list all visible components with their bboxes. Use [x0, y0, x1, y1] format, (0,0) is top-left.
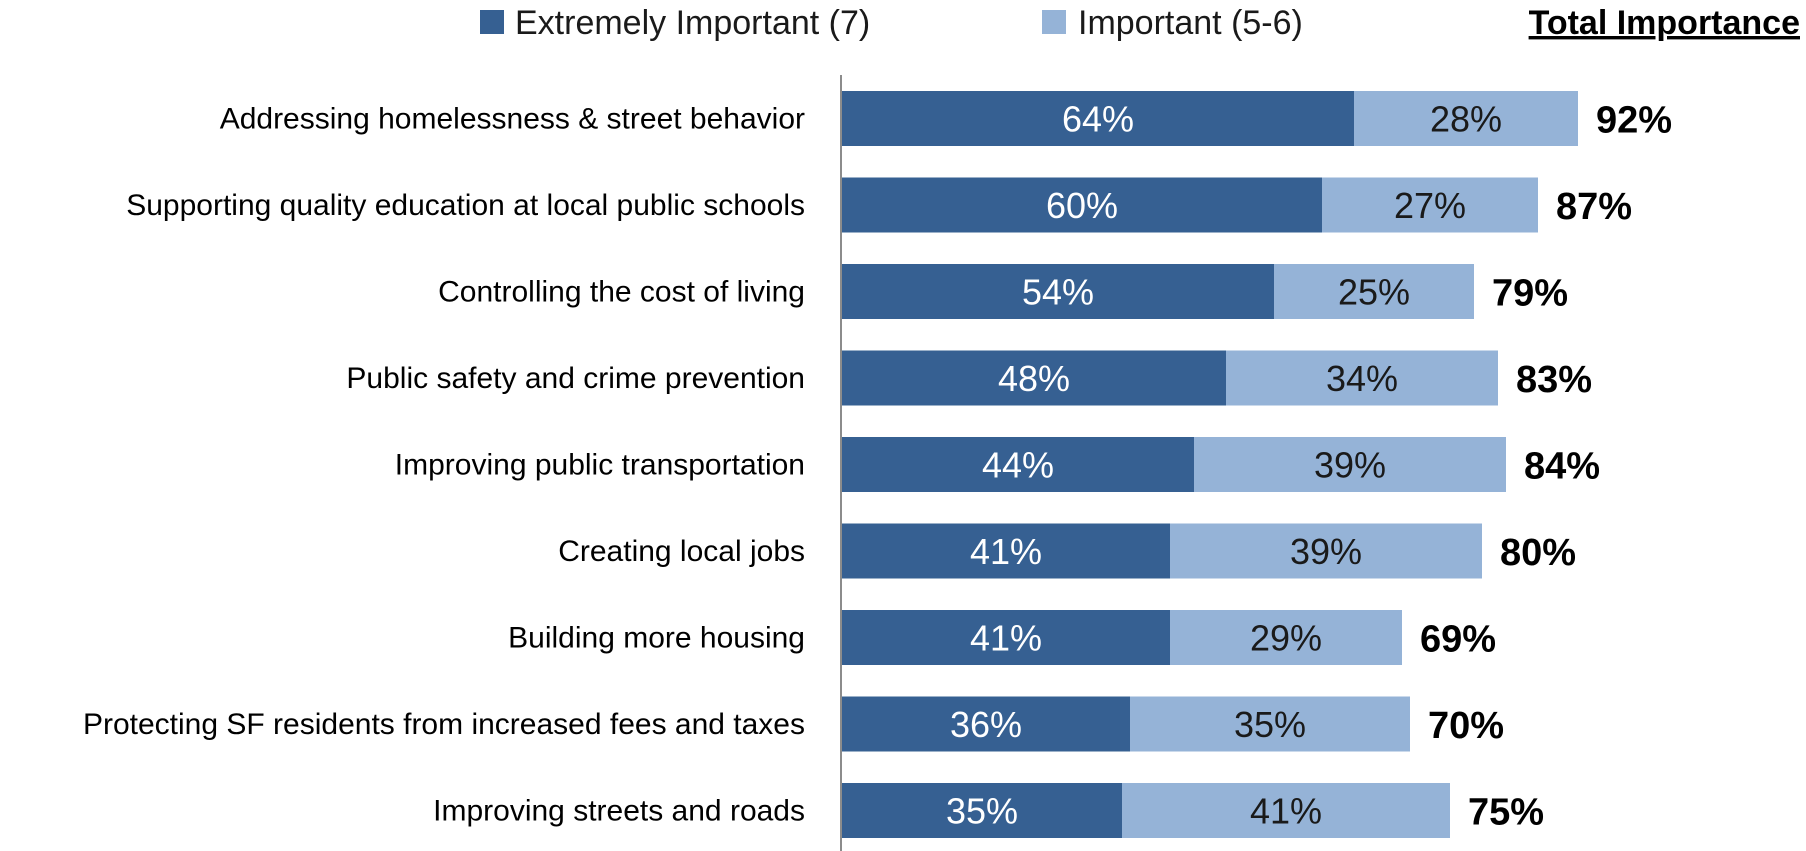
category-labels: Addressing homelessness & street behavio… [83, 103, 805, 828]
legend: Extremely Important (7) Important (5-6) … [480, 4, 1800, 42]
category-label: Building more housing [508, 622, 805, 655]
total-label: 75% [1468, 792, 1544, 834]
category-label: Protecting SF residents from increased f… [83, 708, 805, 741]
category-label: Addressing homelessness & street behavio… [220, 103, 805, 136]
data-label-extremely-important: 36% [950, 704, 1022, 745]
totals-header: Total Importance [1529, 4, 1800, 42]
data-label-important: 25% [1338, 272, 1410, 313]
bar-important [1130, 696, 1410, 752]
segment-labels: 64% 28% 60% 27% 54% 25% 48% 34% 44% 39% 41% 39% 41% 2… [946, 99, 1502, 832]
bar-important [1170, 523, 1482, 579]
total-label: 83% [1516, 359, 1592, 401]
bar-important [1122, 783, 1450, 838]
data-label-important: 39% [1314, 445, 1386, 486]
bar-important [1194, 437, 1506, 492]
legend-swatch-extremely-important [480, 10, 504, 34]
bar-important [1354, 91, 1578, 146]
bar-extremely-important [842, 350, 1226, 406]
data-label-extremely-important: 44% [982, 445, 1054, 486]
category-label: Improving streets and roads [433, 795, 805, 828]
bar-extremely-important [842, 523, 1170, 579]
data-label-extremely-important: 64% [1062, 99, 1134, 140]
data-label-extremely-important: 60% [1046, 185, 1118, 226]
category-label: Improving public transportation [395, 449, 805, 482]
bar-important [1274, 264, 1474, 319]
total-label: 79% [1492, 273, 1568, 315]
total-labels: 92% 87% 79% 83% 84% 80% 69% 70% 75% [1420, 100, 1672, 834]
data-label-important: 39% [1290, 531, 1362, 572]
bar-important [1170, 610, 1402, 665]
bar-important [1322, 177, 1538, 233]
data-label-important: 34% [1326, 358, 1398, 399]
category-label: Creating local jobs [558, 535, 805, 568]
category-label: Supporting quality education at local pu… [126, 189, 805, 222]
bar-extremely-important [842, 177, 1322, 233]
bar-extremely-important [842, 437, 1194, 492]
bar-extremely-important [842, 783, 1122, 838]
data-label-important: 41% [1250, 791, 1322, 832]
bars [842, 91, 1578, 838]
data-label-important: 29% [1250, 618, 1322, 659]
bar-important [1226, 350, 1498, 406]
data-label-extremely-important: 41% [970, 618, 1042, 659]
total-label: 70% [1428, 705, 1504, 747]
total-label: 87% [1556, 186, 1632, 228]
legend-swatch-important [1042, 10, 1066, 34]
total-label: 69% [1420, 619, 1496, 661]
data-label-extremely-important: 48% [998, 358, 1070, 399]
bar-extremely-important [842, 91, 1354, 146]
bar-extremely-important [842, 610, 1170, 665]
data-label-important: 28% [1430, 99, 1502, 140]
data-label-extremely-important: 54% [1022, 272, 1094, 313]
bar-extremely-important [842, 264, 1274, 319]
legend-label-extremely-important: Extremely Important (7) [515, 4, 870, 42]
legend-label-important: Important (5-6) [1078, 4, 1303, 42]
category-label: Controlling the cost of living [438, 276, 805, 309]
data-label-important: 27% [1394, 185, 1466, 226]
category-label: Public safety and crime prevention [346, 362, 805, 395]
data-label-extremely-important: 41% [970, 531, 1042, 572]
total-label: 84% [1524, 446, 1600, 488]
data-label-important: 35% [1234, 704, 1306, 745]
total-label: 92% [1596, 100, 1672, 142]
bar-extremely-important [842, 696, 1130, 752]
total-label: 80% [1500, 532, 1576, 574]
data-label-extremely-important: 35% [946, 791, 1018, 832]
